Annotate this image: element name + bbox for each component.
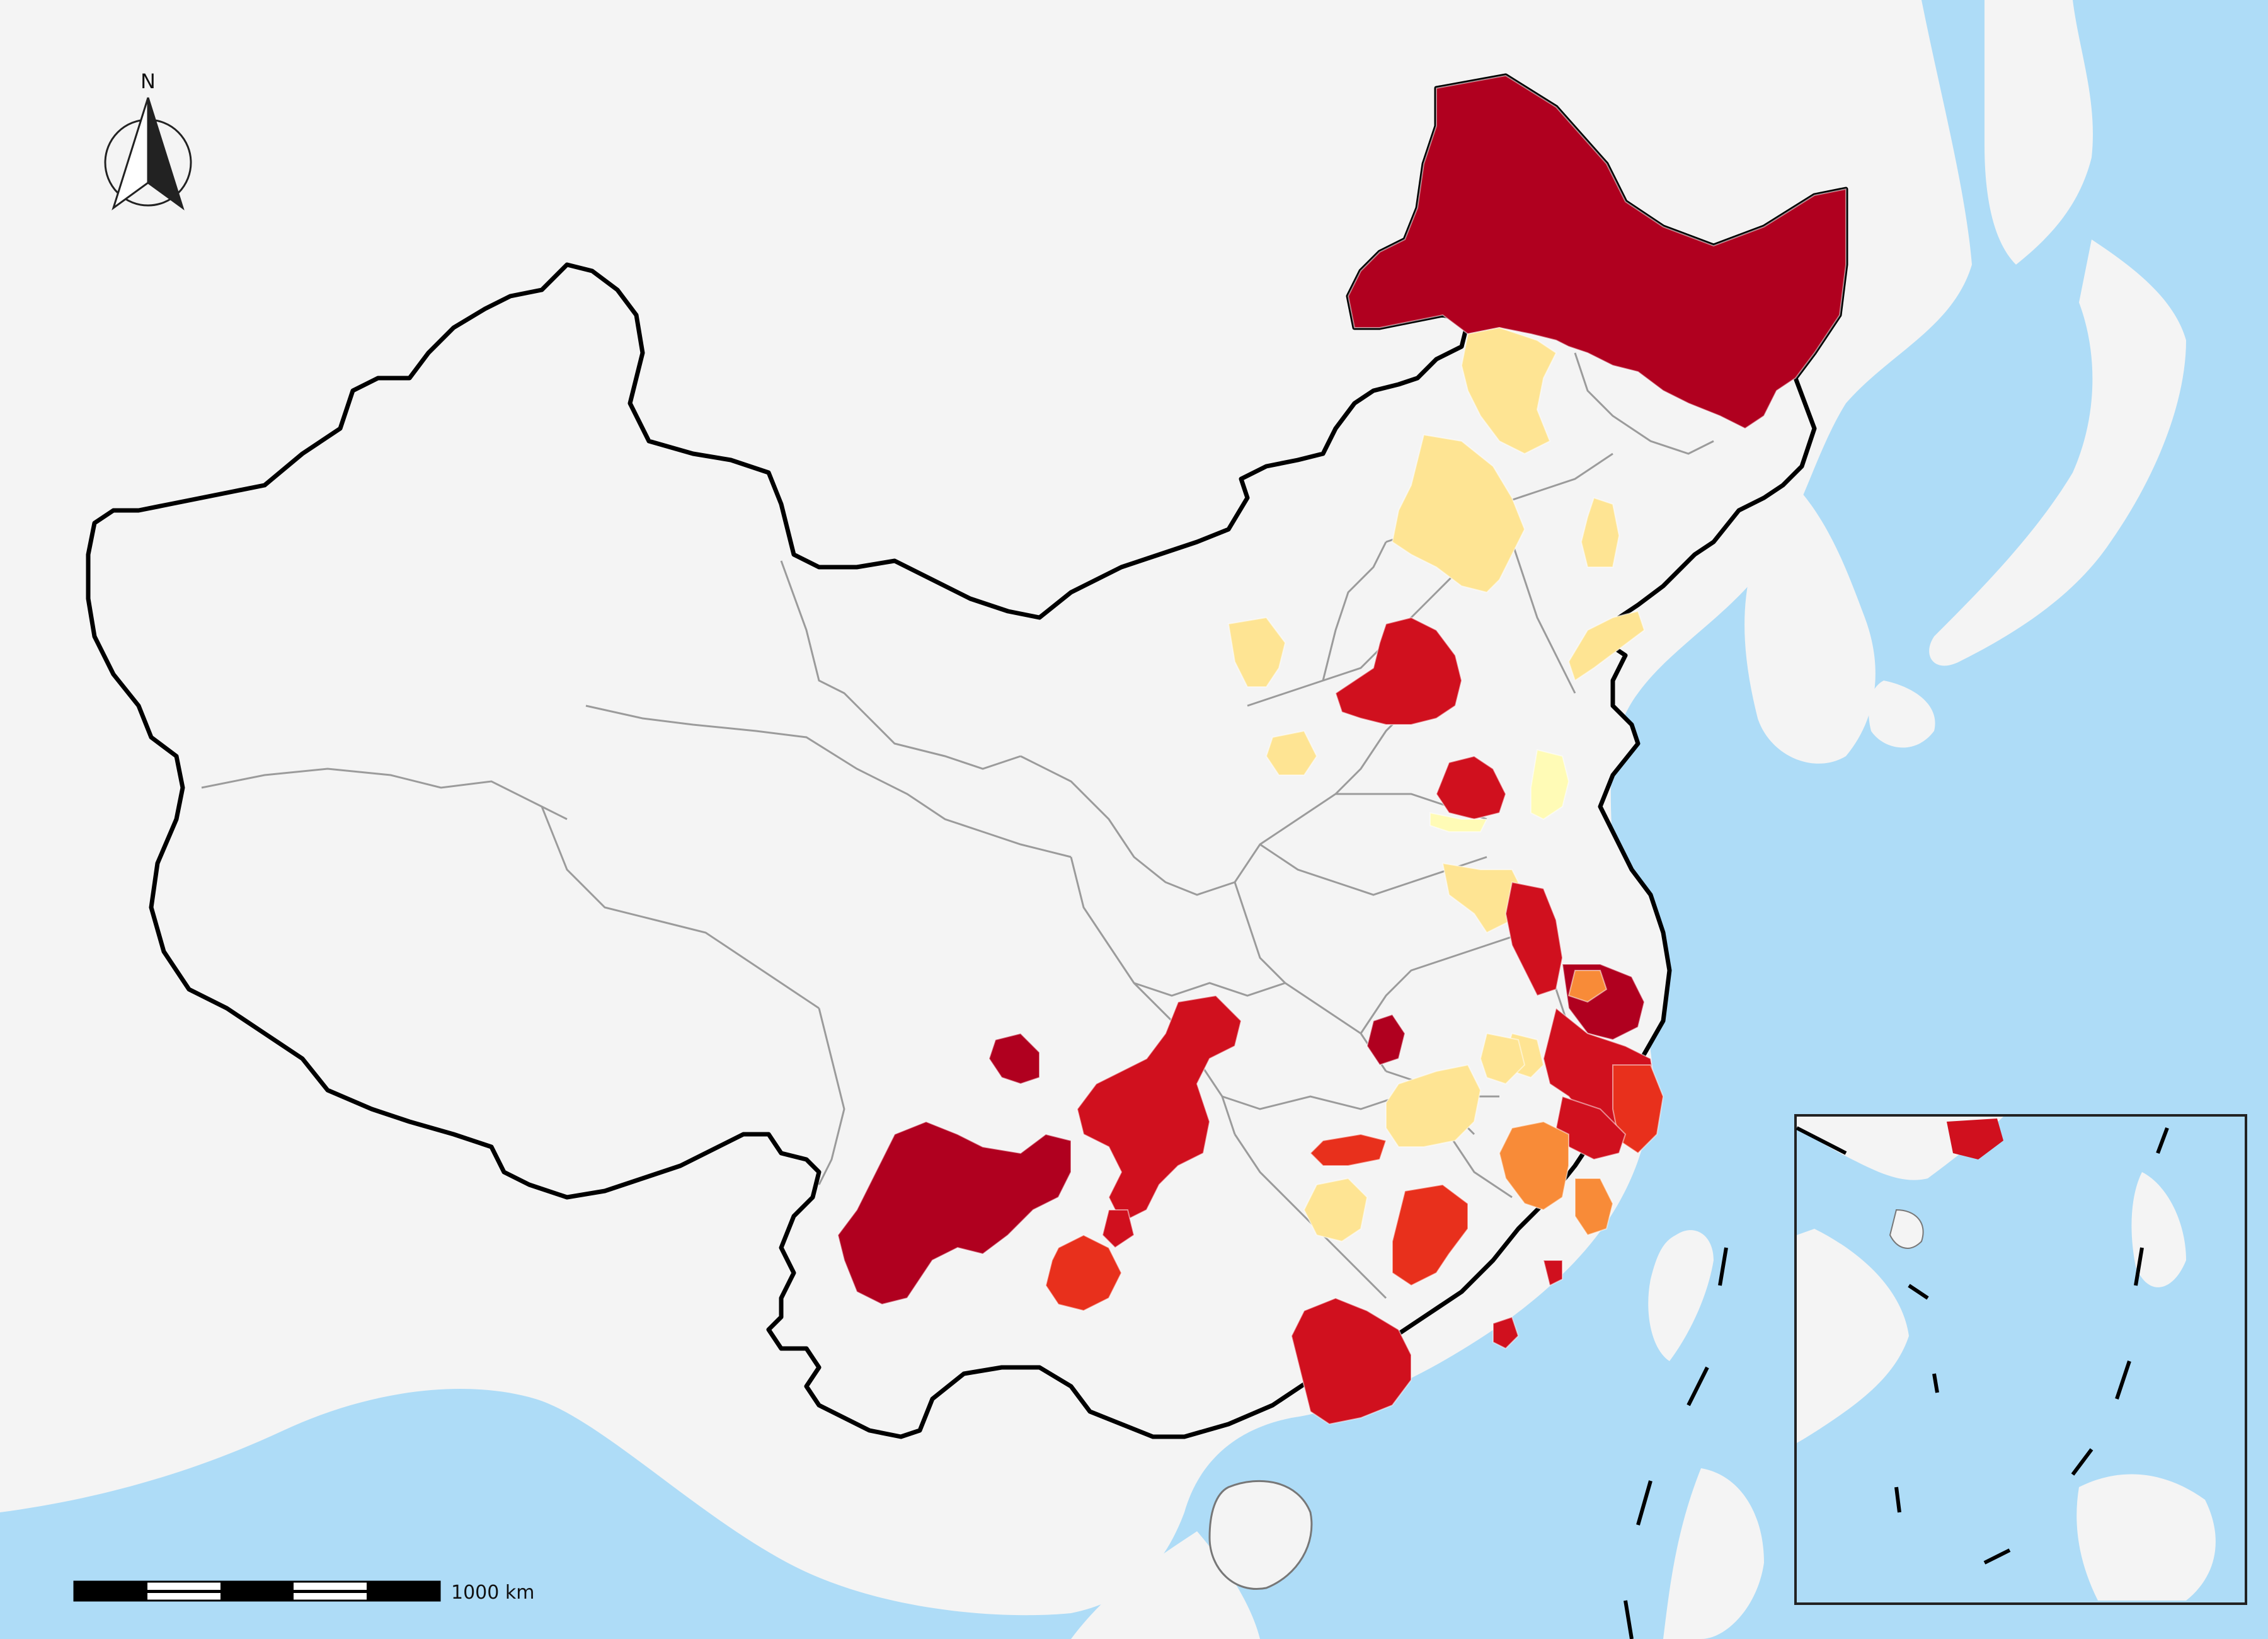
region-northeast bbox=[1347, 74, 1847, 430]
region-fujian-orange bbox=[1574, 1178, 1614, 1236]
scale-bar: 1000 km bbox=[73, 1580, 534, 1604]
region-shandong-red bbox=[1435, 755, 1507, 820]
nine-dash-line bbox=[1624, 1247, 1728, 1639]
region-jiangxi-red-orange bbox=[1392, 1183, 1469, 1287]
north-arrow-right bbox=[147, 97, 185, 210]
region-hunan-yellow bbox=[1303, 1177, 1368, 1243]
region-yunnan bbox=[837, 1120, 1072, 1306]
scale-segment-1 bbox=[74, 1582, 147, 1601]
scale-segment-5 bbox=[367, 1582, 440, 1601]
region-henan-red bbox=[1366, 1013, 1406, 1066]
region-fujian-small bbox=[1492, 1316, 1520, 1350]
region-guizhou-red-orange bbox=[1045, 1234, 1123, 1312]
region-shandong-yellow bbox=[1429, 812, 1488, 832]
region-beijing-hebei bbox=[1334, 616, 1463, 725]
region-wuhan-yellow bbox=[1385, 1064, 1482, 1147]
region-shanxi-north bbox=[1227, 616, 1286, 687]
region-inner-mongolia-central bbox=[1391, 434, 1526, 594]
region-shanxi-mid bbox=[1265, 730, 1318, 776]
scale-bar-label: 1000 km bbox=[451, 1582, 534, 1604]
choropleth-regions bbox=[837, 74, 1847, 1425]
region-xiamen bbox=[1542, 1260, 1563, 1287]
region-guangdong bbox=[1290, 1297, 1412, 1425]
region-liaoning-small bbox=[1580, 497, 1620, 568]
region-jiangxi-orange bbox=[1498, 1120, 1569, 1211]
north-arrow: N bbox=[104, 69, 192, 210]
region-sichuan-small bbox=[988, 1032, 1040, 1085]
region-suzhou-orange bbox=[1567, 970, 1608, 1003]
region-dalian bbox=[1567, 610, 1646, 682]
region-guizhou-link bbox=[1101, 1209, 1135, 1249]
region-hubei-red-orange bbox=[1309, 1133, 1387, 1166]
scale-segment-3 bbox=[220, 1582, 294, 1601]
region-chongqing-sichuan bbox=[1076, 994, 1242, 1224]
region-jiangsu-red bbox=[1504, 881, 1564, 997]
south-china-sea-inset bbox=[1794, 1114, 2247, 1605]
region-qingdao bbox=[1530, 749, 1570, 820]
region-hefei-yellow bbox=[1479, 1032, 1526, 1085]
north-arrow-label: N bbox=[140, 69, 156, 93]
region-east-inner-mongolia bbox=[1460, 326, 1557, 455]
hainan-island bbox=[1208, 1480, 1313, 1590]
region-zhejiang-red-orange bbox=[1612, 1064, 1664, 1154]
